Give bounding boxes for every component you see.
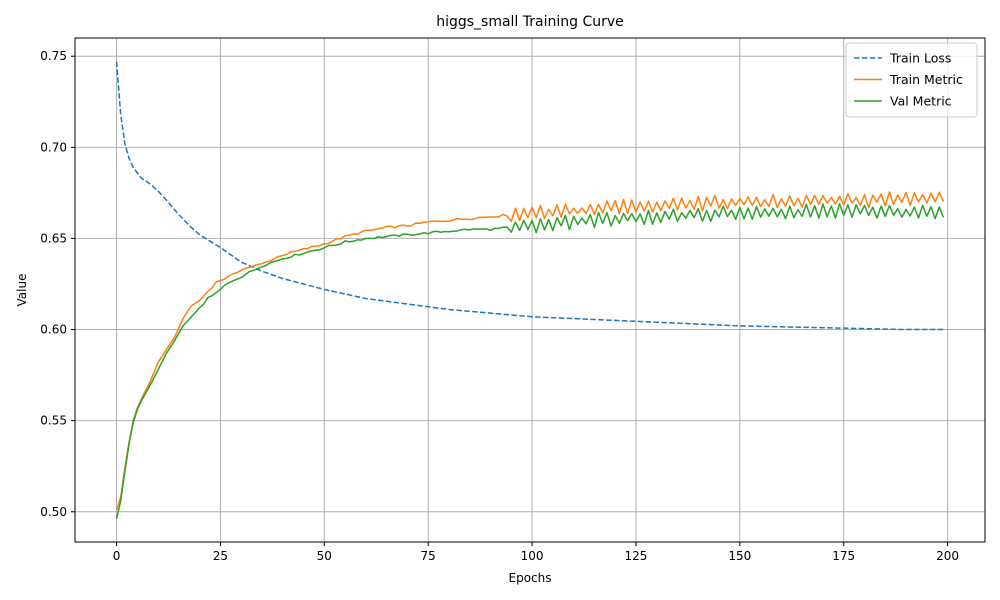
y-tick-label: 0.65 [40,231,67,245]
y-tick-label: 0.55 [40,414,67,428]
chart-title: higgs_small Training Curve [436,14,624,30]
ticks: 0 25 50 75 100 125 150 175 200 0.50 0.55 0.60 0.65 0.… [40,49,959,563]
grid [75,38,985,542]
series-layer [115,61,945,520]
y-tick-label: 0.75 [40,49,67,63]
x-tick-label: 0 [113,549,121,563]
x-tick-label: 25 [213,549,228,563]
legend-label: Train Metric [889,72,963,87]
series-line-train-loss [115,61,944,331]
y-axis-label: Value [15,274,29,307]
x-tick-label: 50 [317,549,332,563]
series-line-train-metric [115,191,945,511]
x-axis-label: Epochs [509,571,552,585]
series-line-val-metric [115,202,945,520]
x-tick-label: 125 [625,549,648,563]
legend-box [845,42,978,118]
x-tick-label: 150 [728,549,751,563]
x-tick-label: 200 [936,549,959,563]
legend: Train Loss Train Metric Val Metric [845,42,978,118]
legend-label: Train Loss [889,51,951,66]
x-tick-label: 75 [421,549,436,563]
y-tick-label: 0.70 [40,140,67,154]
legend-label: Val Metric [890,94,952,109]
x-tick-label: 175 [832,549,855,563]
x-tick-label: 100 [521,549,544,563]
y-tick-label: 0.50 [40,505,67,519]
y-tick-label: 0.60 [40,323,67,337]
plot-frame [74,37,986,543]
